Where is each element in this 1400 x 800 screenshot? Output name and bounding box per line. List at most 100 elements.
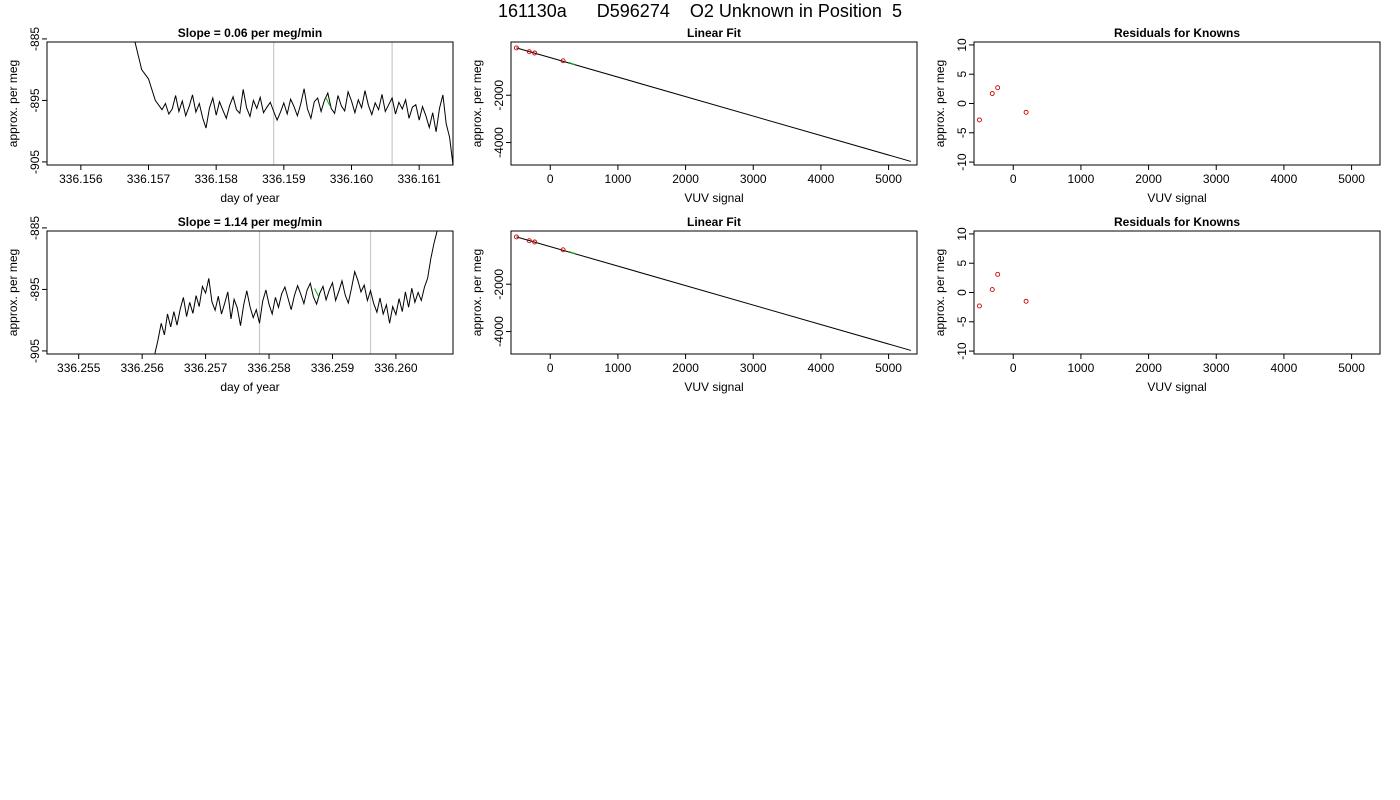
chart-title: Linear Fit bbox=[687, 215, 741, 229]
x-tick-label: 5000 bbox=[875, 361, 902, 375]
x-axis-label: VUV signal bbox=[684, 191, 743, 205]
chart-title: Slope = 1.14 per meg/min bbox=[178, 215, 322, 229]
x-tick-label: 2000 bbox=[1135, 361, 1162, 375]
plot-frame bbox=[510, 230, 918, 355]
x-tick-label: 3000 bbox=[1203, 172, 1230, 186]
data-series-line bbox=[154, 231, 438, 354]
y-tick-label: -4000 bbox=[492, 316, 506, 347]
x-axis-label: day of year bbox=[220, 191, 279, 205]
chart-panel-5: Linear Fit 0 1000 2000 3000 4000 5000 -2000 -400… bbox=[470, 215, 918, 394]
plot-data bbox=[513, 234, 912, 351]
y-tick-label: 0 bbox=[955, 289, 969, 296]
x-tick-label: 336.156 bbox=[59, 172, 103, 186]
x-tick-label: 336.257 bbox=[184, 361, 228, 375]
y-tick-label: -10 bbox=[955, 153, 969, 171]
x-tick-label: 1000 bbox=[1068, 172, 1095, 186]
y-tick-label: -905 bbox=[28, 150, 42, 174]
page-title: 161130a D596274 O2 Unknown in Position 5 bbox=[498, 1, 902, 21]
y-tick-label: 10 bbox=[955, 38, 969, 52]
x-tick-label: 336.157 bbox=[127, 172, 171, 186]
unknown-point bbox=[568, 251, 576, 254]
plot-frame bbox=[510, 41, 918, 166]
x-tick-label: 2000 bbox=[672, 361, 699, 375]
x-tick-label: 336.260 bbox=[374, 361, 418, 375]
known-point bbox=[995, 271, 1001, 277]
known-point bbox=[1023, 298, 1029, 304]
y-tick-label: -10 bbox=[955, 342, 969, 360]
x-tick-label: 0 bbox=[547, 361, 554, 375]
y-tick-label: 0 bbox=[955, 100, 969, 107]
plot-data bbox=[976, 85, 1029, 123]
x-tick-label: 4000 bbox=[1271, 361, 1298, 375]
y-axis-label: approx. per meg bbox=[933, 60, 947, 147]
known-point bbox=[989, 91, 995, 96]
chart-panel-2: Linear Fit 0 1000 2000 3000 4000 5000 -2000 -400… bbox=[470, 26, 918, 205]
x-axis-label: VUV signal bbox=[1147, 380, 1206, 394]
y-tick-label: -5 bbox=[955, 127, 969, 138]
y-axis-label: approx. per meg bbox=[470, 60, 484, 147]
x-tick-label: 5000 bbox=[875, 172, 902, 186]
x-tick-label: 336.160 bbox=[330, 172, 374, 186]
known-point bbox=[513, 234, 519, 240]
known-point bbox=[526, 49, 532, 55]
known-point bbox=[560, 247, 566, 253]
x-axis-label: VUV signal bbox=[1147, 191, 1206, 205]
y-tick-label: 5 bbox=[955, 71, 969, 78]
x-tick-label: 0 bbox=[1010, 172, 1017, 186]
known-point bbox=[976, 117, 982, 123]
x-axis-label: day of year bbox=[220, 380, 279, 394]
chart-title: Linear Fit bbox=[687, 26, 741, 40]
y-tick-label: 10 bbox=[955, 227, 969, 241]
plot-data bbox=[976, 271, 1029, 309]
chart-panel-1: Slope = 0.06 per meg/min 336.156 336.157 33… bbox=[6, 26, 454, 205]
y-tick-label: -2000 bbox=[492, 80, 506, 111]
x-tick-label: 1000 bbox=[1068, 361, 1095, 375]
fit-line bbox=[516, 236, 912, 351]
x-tick-label: 0 bbox=[1010, 361, 1017, 375]
y-axis-label: approx. per meg bbox=[6, 60, 20, 147]
known-point bbox=[513, 45, 519, 51]
fit-line bbox=[516, 47, 912, 162]
x-tick-label: 3000 bbox=[740, 361, 767, 375]
y-tick-label: -5 bbox=[955, 316, 969, 327]
known-point bbox=[532, 50, 538, 56]
plot-data bbox=[513, 45, 912, 162]
y-tick-label: -895 bbox=[28, 277, 42, 301]
x-tick-label: 0 bbox=[547, 172, 554, 186]
y-tick-label: -2000 bbox=[492, 269, 506, 300]
x-axis-label: VUV signal bbox=[684, 380, 743, 394]
x-tick-label: 5000 bbox=[1338, 172, 1365, 186]
x-tick-label: 1000 bbox=[605, 172, 632, 186]
x-tick-label: 336.161 bbox=[397, 172, 441, 186]
unknown-point bbox=[568, 62, 576, 65]
x-tick-label: 4000 bbox=[808, 361, 835, 375]
data-series-line bbox=[134, 42, 453, 165]
x-tick-label: 3000 bbox=[1203, 361, 1230, 375]
y-tick-label: -4000 bbox=[492, 127, 506, 158]
x-tick-label: 336.255 bbox=[57, 361, 101, 375]
known-point bbox=[526, 238, 532, 244]
y-axis-label: approx. per meg bbox=[6, 249, 20, 336]
x-tick-label: 2000 bbox=[1135, 172, 1162, 186]
chart-title: Slope = 0.06 per meg/min bbox=[178, 26, 322, 40]
x-tick-label: 2000 bbox=[672, 172, 699, 186]
plot-frame bbox=[973, 41, 1381, 166]
plot-frame bbox=[46, 230, 454, 355]
known-point bbox=[989, 287, 995, 293]
y-tick-label: 5 bbox=[955, 260, 969, 267]
chart-title: Residuals for Knowns bbox=[1114, 215, 1240, 229]
y-tick-label: -905 bbox=[28, 339, 42, 363]
x-tick-label: 336.259 bbox=[311, 361, 355, 375]
x-tick-label: 336.256 bbox=[120, 361, 164, 375]
x-tick-label: 336.258 bbox=[247, 361, 291, 375]
chart-panel-6: Residuals for Knowns 0 1000 2000 3000 4000 500… bbox=[933, 215, 1381, 394]
known-point bbox=[995, 85, 1001, 91]
plot-data bbox=[154, 231, 438, 354]
plot-frame bbox=[46, 41, 454, 166]
x-tick-label: 4000 bbox=[1271, 172, 1298, 186]
chart-panel-3: Residuals for Knowns 0 1000 2000 3000 4000 500… bbox=[933, 26, 1381, 205]
x-tick-label: 5000 bbox=[1338, 361, 1365, 375]
chart-panel-4: Slope = 1.14 per meg/min 336.255 336.256 33… bbox=[6, 215, 454, 394]
y-tick-label: -885 bbox=[28, 27, 42, 51]
